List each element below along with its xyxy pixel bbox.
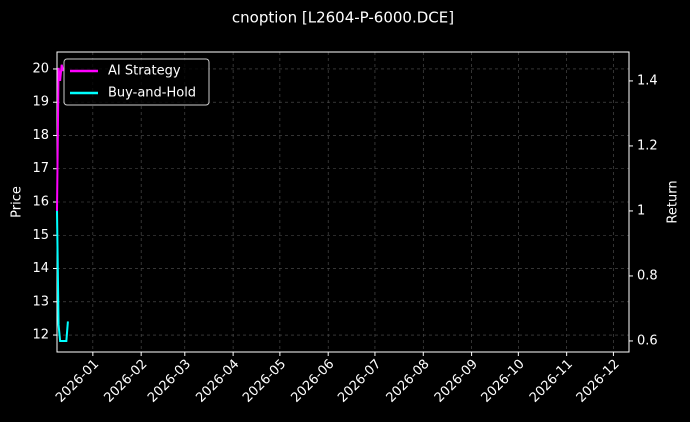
legend-label: Buy-and-Hold [108,86,196,101]
y-tick-label: 16 [32,195,49,210]
y-tick-label: 15 [32,228,49,243]
y2-tick-label: 1.4 [637,73,658,88]
y2-tick-label: 1.2 [637,138,658,153]
y-tick-label: 13 [32,294,49,309]
y-tick-label: 12 [32,328,49,343]
legend-label: AI Strategy [108,64,181,79]
y-tick-label: 19 [32,95,49,110]
y2-tick-label: 0.6 [637,333,658,348]
y-tick-label: 18 [32,128,49,143]
y2-tick-label: 1 [637,203,645,218]
series-line [56,64,65,211]
y2-tick-label: 0.8 [637,268,658,283]
y-tick-label: 17 [32,161,49,176]
y-axis-label: Price [10,186,25,218]
y-tick-label: 14 [32,261,49,276]
y2-axis-label: Return [666,180,681,223]
chart-title: cnoption [L2604-P-6000.DCE] [232,9,454,27]
y-tick-label: 20 [32,61,49,76]
legend-box [63,58,210,106]
series-line [56,210,69,342]
